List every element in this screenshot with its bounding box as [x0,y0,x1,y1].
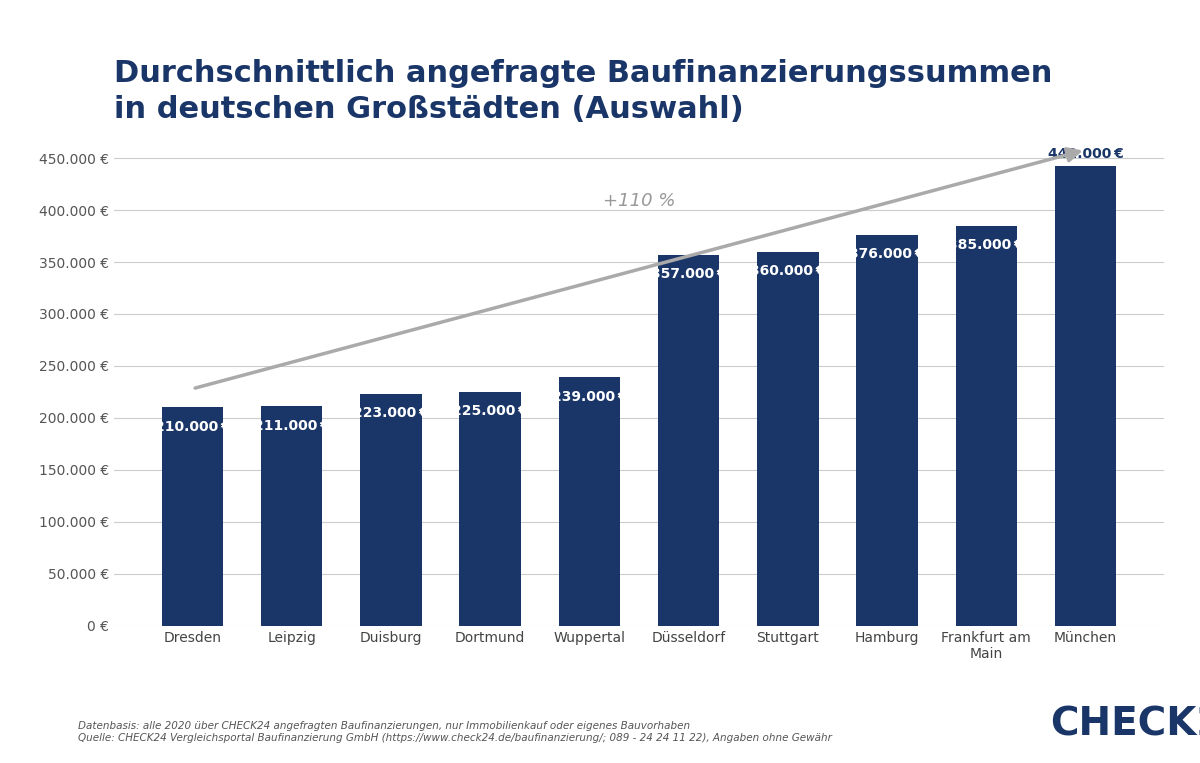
Bar [360,394,421,626]
Text: 239.000 €: 239.000 € [552,390,628,404]
Text: 376.000 €: 376.000 € [850,247,925,262]
Text: 211.000 €: 211.000 € [254,419,330,433]
Text: +110 %: +110 % [602,192,676,210]
Text: CHECK24: CHECK24 [1050,706,1200,744]
Text: Durchschnittlich angefragte Baufinanzierungssummen
in deutschen Großstädten (Aus: Durchschnittlich angefragte Baufinanzier… [114,59,1052,124]
Bar [460,392,521,626]
Bar [260,407,323,626]
Bar [559,378,620,626]
Bar [857,235,918,626]
Bar [162,407,223,626]
Bar [955,226,1018,626]
Bar [1055,166,1116,626]
Bar [757,252,818,626]
Bar [658,255,719,626]
Text: Datenbasis: alle 2020 über CHECK24 angefragten Baufinanzierungen, nur Immobilien: Datenbasis: alle 2020 über CHECK24 angef… [78,721,832,742]
Text: 225.000 €: 225.000 € [452,404,528,418]
Text: 360.000 €: 360.000 € [750,264,826,278]
Text: 442.000 €: 442.000 € [1048,147,1123,161]
Text: 385.000 €: 385.000 € [948,238,1024,252]
Text: 210.000 €: 210.000 € [155,420,230,434]
Text: 223.000 €: 223.000 € [353,407,428,420]
Text: 357.000 €: 357.000 € [650,267,726,282]
